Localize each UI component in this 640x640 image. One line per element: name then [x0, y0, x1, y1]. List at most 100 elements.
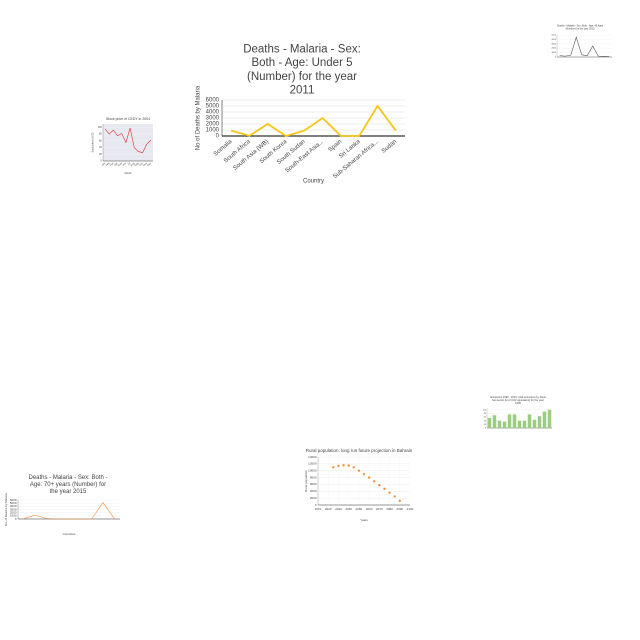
y-tick-label: 0: [555, 57, 557, 59]
y-tick-label: 1000: [552, 52, 557, 54]
chart: Emissions 1990 - 2010: CH4 emissions by …: [483, 395, 552, 430]
point: [367, 476, 371, 479]
y-tick-label: 80: [484, 413, 487, 415]
y-tick-label: 2000: [310, 496, 317, 500]
x-tick-label: 2010: [315, 507, 322, 511]
x-tick-label: 2070: [376, 507, 383, 511]
y-tick-label: 0: [315, 503, 317, 507]
point: [332, 466, 335, 469]
x-axis-label: Country: [303, 179, 324, 185]
line-series: [230, 104, 397, 137]
line-series: [104, 127, 152, 153]
chart-title: Deaths - Malaria - Sex: Both - Age: 70+ y…: [28, 474, 107, 494]
point: [337, 464, 340, 468]
y-tick-label: 0: [100, 160, 102, 163]
y-axis-label: No of Deaths by Malaria: [196, 85, 202, 150]
bar: [502, 421, 507, 428]
x-tick-label: 2080: [386, 507, 393, 511]
bar: [487, 418, 492, 428]
line-series: [23, 502, 115, 520]
y-tick-label: 4000: [206, 110, 220, 116]
bar: [517, 420, 522, 428]
y-tick-label: 20: [99, 153, 102, 156]
bar: [542, 411, 547, 428]
line-series: [559, 36, 610, 57]
x-tick-label: Mar: [109, 162, 114, 167]
chart: Stock price of CEDY in 2004 0 20 40 60 80 100 M…: [92, 117, 153, 175]
y-tick-label: 0: [15, 517, 17, 521]
title-line: Stock price of CEDY in 2004: [106, 117, 150, 121]
y-tick-label: 100: [98, 126, 103, 129]
y-tick-label: 3000: [10, 507, 17, 511]
y-tick-label: 6000: [10, 498, 17, 502]
y-tick-label: 4000: [310, 489, 317, 493]
point: [357, 469, 361, 472]
y-tick-label: 40: [99, 146, 102, 149]
y-axis-label: No. of Deaths by Malaria: [4, 493, 8, 526]
x-axis-label: Years: [360, 518, 368, 522]
title-line: Rural population: long run future projec…: [306, 448, 413, 453]
x-tick-label: 2090: [396, 507, 403, 511]
x-tick-label: 2030: [335, 507, 342, 511]
y-tick-label: 100: [483, 409, 487, 411]
y-tick-label: 0: [485, 428, 487, 430]
bar: [527, 414, 532, 428]
point: [388, 491, 391, 494]
point: [398, 499, 401, 503]
x-tick-label: Feb: [105, 162, 111, 167]
y-tick-label: 2000: [206, 122, 220, 128]
point: [347, 464, 350, 467]
bar: [507, 414, 512, 428]
point: [352, 466, 355, 469]
chart: Deaths - Malaria - Sex: Both - Age: 70+ y…: [4, 474, 120, 536]
x-axis-label: Countries: [63, 532, 76, 536]
chart-title: Stock price of CEDY in 2004: [106, 117, 150, 121]
y-axis-label: Stock price (USD): [92, 132, 95, 152]
y-tick-label: 2000: [552, 48, 557, 50]
y-tick-label: 14000: [308, 455, 317, 459]
bar: [492, 415, 497, 428]
y-tick-label: 5000: [206, 104, 220, 110]
y-tick-label: 4000: [10, 504, 17, 508]
y-tick-label: 1000: [206, 128, 220, 134]
point: [393, 495, 396, 498]
x-tick-label: Jan: [101, 162, 106, 167]
y-tick-label: 1000: [10, 514, 17, 518]
title-line: Age: 70+ years (Number) for: [30, 482, 106, 488]
x-tick-label: Sudan: [381, 139, 398, 155]
y-tick-label: 80: [99, 133, 102, 136]
chart: Deaths - Malaria - Sex: Both - Age: Under…: [196, 43, 405, 185]
bar: [497, 420, 502, 428]
bar: [547, 409, 552, 428]
y-tick-label: 40: [484, 420, 487, 422]
title-line: Deaths - Malaria - Sex: Both -: [28, 474, 107, 480]
title-line: Deaths - Malaria - Sex:: [243, 43, 361, 55]
y-tick-label: 10000: [308, 469, 317, 473]
x-tick-label: 2100: [407, 507, 414, 511]
y-tick-label: 5000: [552, 35, 557, 37]
title-line: Emissions 1990 - 2010: CH4 emissions by …: [490, 395, 546, 399]
x-tick-label: Apr: [114, 162, 119, 167]
y-tick-label: 3000: [206, 116, 220, 122]
title-line: 2011: [290, 85, 315, 97]
x-tick-label: Sep: [134, 162, 140, 168]
plot-background: [103, 124, 153, 161]
chart-title: Rural population: long run future projec…: [306, 448, 413, 453]
bar: [512, 414, 517, 428]
title-line: Both - Age: Under 5: [251, 57, 352, 69]
x-tick-label: May: [117, 161, 123, 167]
bar: [537, 416, 542, 428]
x-tick-label: 2020: [325, 507, 332, 511]
chart: Rural population: long run future projec…: [304, 448, 414, 522]
x-tick-label: Nov: [142, 161, 148, 167]
y-tick-label: 60: [99, 139, 102, 142]
chart-title: Deaths - Malaria - Sex: Both - Age: Under…: [243, 43, 361, 96]
chart-title: Emissions 1990 - 2010: CH4 emissions by …: [490, 395, 546, 405]
title-line: fuel sector (kt of CO2 equivalent) for t…: [492, 398, 544, 402]
x-tick-label: Dec: [147, 161, 153, 167]
x-tick-label: 2040: [345, 507, 352, 511]
y-tick-label: 4000: [552, 39, 557, 41]
point: [378, 483, 381, 487]
